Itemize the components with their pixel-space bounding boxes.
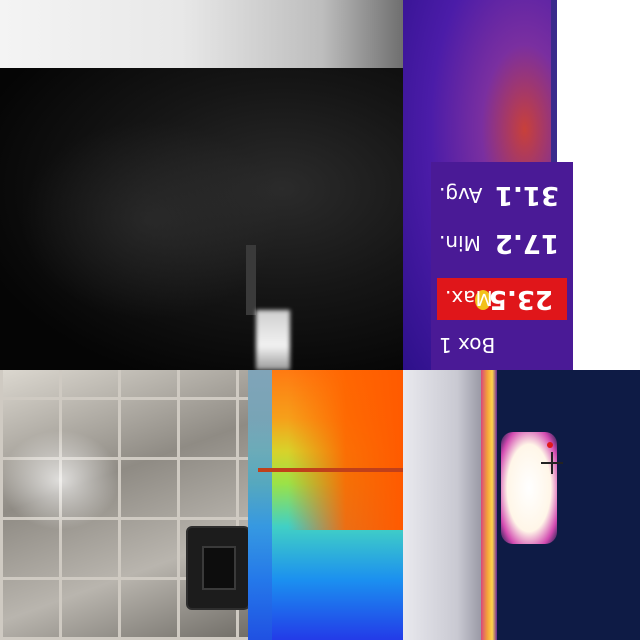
grey-header-strip: [0, 0, 403, 68]
thermal-line: [258, 468, 403, 472]
avg-label: Avg.: [439, 183, 483, 207]
light-switch: [186, 526, 248, 610]
thermal-camera-display: Box 1 23.5 Max. 17.2 Min. 31.1 Avg.: [403, 0, 640, 370]
glowing-tip: [256, 310, 290, 370]
max-value: 23.5: [488, 284, 553, 314]
min-value: 17.2: [494, 228, 559, 258]
max-row: 23.5 Max.: [437, 278, 567, 320]
rainbow-thermal-image: [248, 370, 403, 640]
hot-region: [288, 370, 403, 530]
silver-panel: [403, 370, 481, 640]
crosshair-icon: [541, 452, 563, 474]
wick: [246, 245, 256, 315]
cool-edge: [248, 370, 272, 640]
avg-value: 31.1: [494, 180, 559, 210]
color-edge: [481, 370, 497, 640]
smoke-photo: [0, 0, 403, 370]
tiled-wall-photo: [0, 370, 248, 640]
min-label: Min.: [439, 231, 481, 255]
max-marker: [547, 442, 553, 448]
temperature-readout: Box 1 23.5 Max. 17.2 Min. 31.1 Avg.: [431, 162, 573, 370]
max-label: Max.: [445, 286, 493, 310]
min-row: 17.2 Min.: [431, 226, 573, 260]
hotspot-thermal-image: [403, 370, 640, 640]
dark-smoke-area: [0, 68, 403, 370]
avg-row: 31.1 Avg.: [431, 178, 573, 212]
smoke-plume: [20, 120, 280, 320]
hot-spot: [501, 432, 557, 544]
switch-key: [202, 546, 236, 590]
tile-reflection: [0, 430, 120, 530]
box-label: Box 1: [439, 333, 496, 357]
box-row: Box 1: [431, 328, 573, 362]
